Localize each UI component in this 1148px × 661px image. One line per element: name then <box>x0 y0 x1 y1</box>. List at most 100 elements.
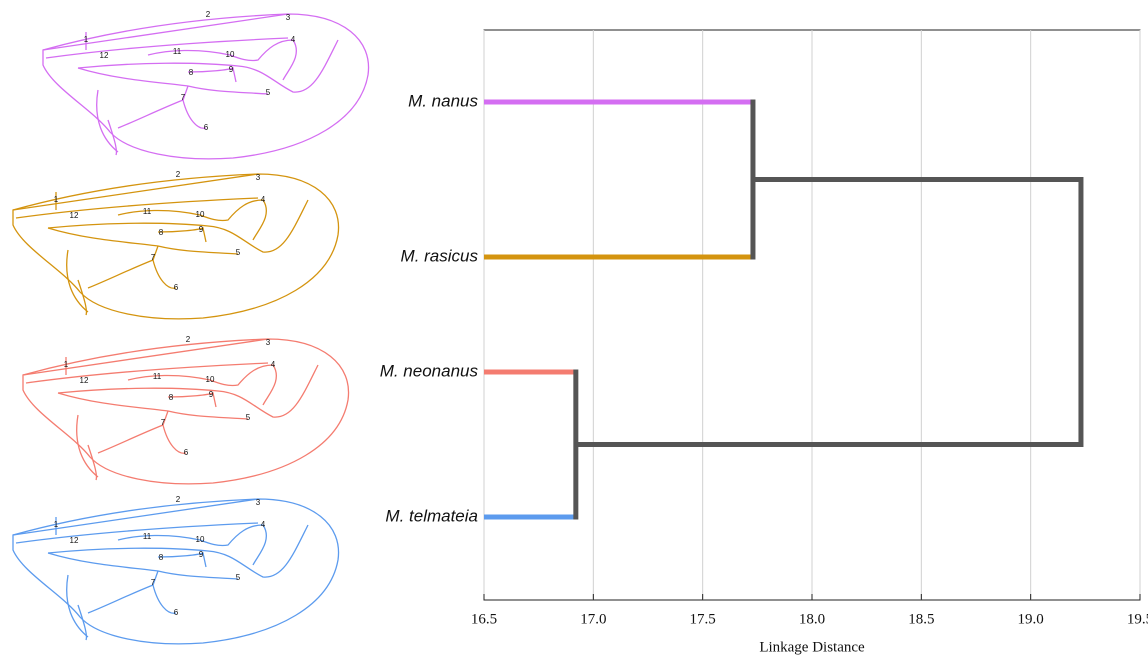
wing-landmark-label: 8 <box>189 68 194 77</box>
wing-vein <box>57 392 249 420</box>
wing-vein <box>57 364 319 418</box>
wing-vein <box>199 199 268 241</box>
wing-vein <box>117 99 184 129</box>
wing-vein <box>45 37 289 59</box>
wing-vein <box>229 39 298 81</box>
wing-landmark-label: 10 <box>206 375 215 384</box>
wing-vein <box>97 424 164 454</box>
wing-vein <box>22 338 269 376</box>
wing-landmark-label: 10 <box>196 535 205 544</box>
wing-vein <box>12 173 259 211</box>
wing-vein <box>15 197 259 219</box>
leaf-label: M. nanus <box>408 91 478 110</box>
wing-vein <box>47 199 309 253</box>
x-tick-label: 16.5 <box>471 611 497 627</box>
wing-vein <box>209 364 278 406</box>
wing-landmark-label: 12 <box>70 536 79 545</box>
wing-landmark-label: 1 <box>64 360 69 369</box>
x-tick-label: 17.0 <box>580 611 606 627</box>
wing-landmark-label: 2 <box>176 495 181 504</box>
wing-vein <box>96 89 119 153</box>
wing-landmark-label: 2 <box>176 170 181 179</box>
wing-vein <box>147 49 231 56</box>
wing-landmark-label: 3 <box>266 338 271 347</box>
wing-landmark-label: 5 <box>236 248 241 257</box>
wing-vein <box>66 249 89 313</box>
wing-landmark-label: 3 <box>256 173 261 182</box>
leaf-label: M. telmateia <box>385 506 478 525</box>
wing-vein <box>87 584 154 614</box>
wing-landmark-label: 3 <box>256 498 261 507</box>
x-tick-label: 17.5 <box>690 611 716 627</box>
wing-vein <box>15 522 259 544</box>
wing-landmark-label: 4 <box>261 195 266 204</box>
x-tick-label: 19.5 <box>1127 611 1148 627</box>
wing-landmark-label: 12 <box>70 211 79 220</box>
wing-vein <box>47 524 309 578</box>
wing-vein <box>12 498 340 645</box>
wing-vein <box>22 338 350 485</box>
x-tick-label: 19.0 <box>1018 611 1044 627</box>
wing-landmark-label: 6 <box>174 608 179 617</box>
wing-landmark-label: 7 <box>161 418 166 427</box>
wing-landmark-label: 8 <box>159 553 164 562</box>
wing-landmark-label: 2 <box>206 10 211 19</box>
wing-landmark-label: 2 <box>186 335 191 344</box>
wing-landmark-label: 10 <box>226 50 235 59</box>
wing-vein <box>199 524 268 566</box>
wing-landmark-label: 11 <box>143 207 152 216</box>
wing-landmark-label: 9 <box>199 550 204 559</box>
wing-landmark-label: 8 <box>159 228 164 237</box>
wing-vein <box>127 374 211 381</box>
wing-landmark-label: 10 <box>196 210 205 219</box>
wing-vein <box>117 209 201 216</box>
wing-vein <box>42 13 370 160</box>
wing-landmark-label: 6 <box>184 448 189 457</box>
wing-landmark-label: 1 <box>54 520 59 529</box>
wing-landmark-label: 11 <box>143 532 152 541</box>
wing-landmark-label: 12 <box>80 376 89 385</box>
wing-vein <box>162 410 187 454</box>
wing-landmark-label: 3 <box>286 13 291 22</box>
wing-landmark-label: 11 <box>173 47 182 56</box>
wing-landmark-label: 4 <box>261 520 266 529</box>
wing-landmark-label: 9 <box>229 65 234 74</box>
wing-landmark-label: 8 <box>169 393 174 402</box>
wing-vein <box>47 227 239 255</box>
wing-landmark-label: 5 <box>266 88 271 97</box>
wing-vein <box>77 67 269 95</box>
wing-landmark-label: 5 <box>246 413 251 422</box>
wing-landmark-label: 11 <box>153 372 162 381</box>
wing-vein <box>77 39 339 93</box>
wing-landmark-label: 1 <box>84 35 89 44</box>
x-axis-label: Linkage Distance <box>759 639 865 655</box>
wing-landmark-label: 9 <box>199 225 204 234</box>
wing-landmark-label: 6 <box>204 123 209 132</box>
wing-vein <box>25 362 269 384</box>
x-tick-label: 18.0 <box>799 611 825 627</box>
wing-vein <box>167 392 217 408</box>
wing-landmark-label: 7 <box>181 93 186 102</box>
wing-vein <box>152 245 177 289</box>
wing-vein <box>157 227 207 243</box>
wing-vein <box>47 552 239 580</box>
wing-landmark-label: 7 <box>151 253 156 262</box>
wing-landmark-label: 5 <box>236 573 241 582</box>
leaf-label: M. neonanus <box>380 361 479 380</box>
wing-vein <box>187 67 237 83</box>
wing-vein <box>182 85 207 129</box>
wing-landmark-label: 12 <box>100 51 109 60</box>
wing-landmark-label: 4 <box>271 360 276 369</box>
wing-vein <box>117 534 201 541</box>
wing-vein <box>77 279 88 316</box>
wing-vein <box>107 119 118 156</box>
x-tick-label: 18.5 <box>908 611 934 627</box>
wing-vein <box>42 13 289 51</box>
wing-vein <box>152 570 177 614</box>
wing-landmark-label: 1 <box>54 195 59 204</box>
